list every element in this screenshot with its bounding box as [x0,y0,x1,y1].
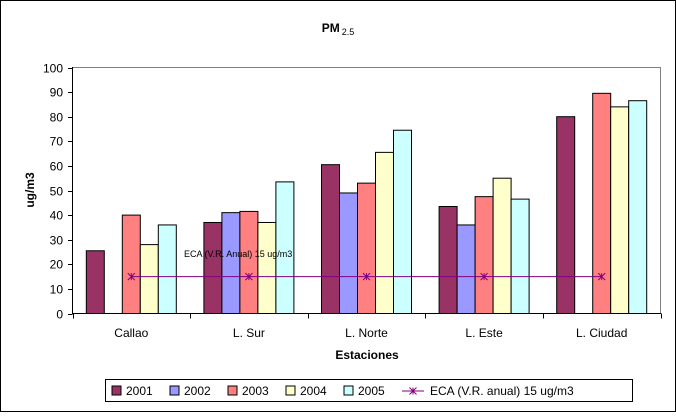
bar-2004-5 [610,106,630,314]
bar-2005-2 [275,181,295,314]
legend-swatch-2004 [285,385,296,396]
y-axis-ticks: 0 10 20 30 40 50 60 70 80 90 100 [43,62,73,322]
legend-label-eca: ECA (V.R. anual) 15 ug/m3 [430,384,574,398]
legend-label-2003: 2003 [242,384,269,398]
legend-swatch-2005 [343,385,354,396]
legend-label-2002: 2002 [184,384,211,398]
bar-2005-5 [628,100,648,314]
legend-swatch-2003 [227,385,238,396]
legend-label-2004: 2004 [300,384,327,398]
eca-annotation: ECA (V.R. Anual) 15 ug/m3 [184,249,292,259]
bar-2004-3 [375,151,394,314]
bar-2003-1 [121,214,141,315]
y-axis-label: ug/m3 [23,172,37,208]
bar-2003-2 [239,210,259,314]
bar-2002-4 [456,224,476,314]
x-axis-ticks: Callao L. Sur L. Norte L. Este L. Ciudad [73,313,662,340]
y-tick-label: 50 [50,185,64,199]
y-tick-label: 60 [50,160,64,174]
x-tick-label: L. Norte [345,326,388,340]
bar-2004-1 [139,244,159,314]
bar-2005-1 [157,224,177,314]
bar-2003-3 [357,182,376,314]
y-tick-label: 20 [50,258,64,272]
y-tick-label: 40 [50,209,64,223]
legend-marker-eca [409,387,417,395]
legend-label-2001: 2001 [126,384,153,398]
bar-2003-4 [474,196,494,314]
reference-marker [127,272,136,281]
x-tick-label: L. Ciudad [576,326,627,340]
bar-2002-2 [221,212,241,314]
chart-title-sub: 2.5 [342,27,355,37]
bars-group [85,92,648,315]
legend-swatch-2001 [111,385,122,396]
reference-marker [362,272,371,281]
bar-2004-4 [492,177,512,314]
y-tick-label: 100 [43,62,63,76]
bar-2001-2 [203,221,223,314]
reference-marker [245,272,253,281]
legend-swatch-2002 [169,385,180,396]
chart-title: PM 2.5 [322,21,355,37]
x-axis-label: Estaciones [335,348,399,362]
y-tick-label: 10 [50,283,64,297]
bar-2004-2 [257,221,277,314]
reference-marker [597,272,606,281]
chart-title-main: PM [322,21,340,35]
y-tick-label: 30 [50,234,64,248]
bar-2001-1 [85,250,105,315]
reference-marker [480,272,488,281]
bar-2002-3 [339,192,358,315]
x-tick-label: Callao [114,326,148,340]
x-tick-label: L. Sur [233,326,265,340]
reference-line-group [127,272,606,281]
legend-box [105,379,633,402]
y-tick-label: 70 [50,135,64,149]
bar-2003-5 [592,92,612,314]
legend: 2001 2002 2003 2004 2005 ECA (V.R. anual) 15 … [111,384,574,398]
legend-label-2005: 2005 [358,384,385,398]
x-tick-label: L. Este [465,326,503,340]
y-tick-label: 0 [56,308,63,322]
bar-2005-4 [510,198,530,314]
y-tick-label: 80 [50,111,64,125]
bar-2005-3 [393,129,412,314]
bar-2001-3 [321,164,340,314]
y-tick-label: 90 [50,86,64,100]
bar-2001-5 [556,116,576,314]
bar-2001-4 [438,205,458,315]
